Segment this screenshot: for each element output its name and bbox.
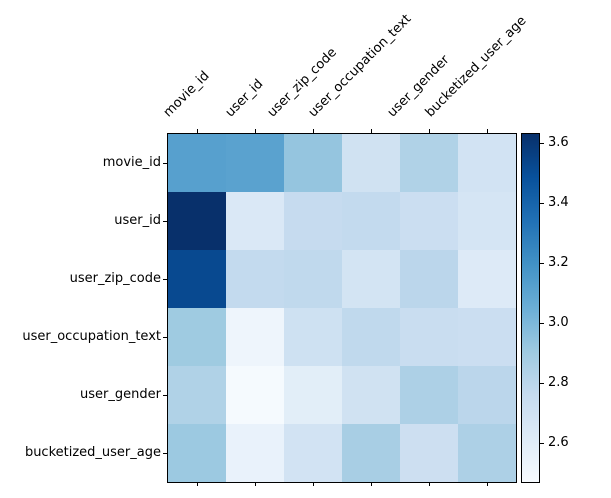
x-tick-label: user_id — [222, 76, 267, 121]
y-tick-label: user_occupation_text — [22, 329, 161, 344]
heatmap-cell — [284, 134, 342, 192]
heatmap-cell — [226, 250, 284, 308]
heatmap-cell — [400, 192, 458, 250]
y-axis-tick — [163, 395, 167, 396]
heatmap-plot-area — [167, 133, 517, 483]
heatmap-cells — [168, 134, 516, 482]
x-axis-bottom-tick — [255, 482, 256, 486]
colorbar — [521, 133, 540, 483]
heatmap-cell — [458, 366, 516, 424]
heatmap-cell — [226, 134, 284, 192]
heatmap-cell — [284, 192, 342, 250]
y-axis-tick — [163, 279, 167, 280]
x-axis-top-tick — [313, 129, 314, 133]
heatmap-cell — [168, 192, 226, 250]
colorbar-tick — [540, 203, 544, 204]
heatmap-cell — [342, 308, 400, 366]
colorbar-gradient — [522, 134, 539, 482]
y-axis-tick — [163, 453, 167, 454]
y-tick-label: user_gender — [80, 387, 161, 402]
x-axis-bottom-tick — [487, 482, 488, 486]
x-axis-top-tick — [371, 129, 372, 133]
heatmap-cell — [342, 366, 400, 424]
heatmap-cell — [168, 366, 226, 424]
x-axis-bottom-tick — [371, 482, 372, 486]
heatmap-cell — [342, 424, 400, 482]
colorbar-tick-label: 2.6 — [548, 435, 569, 450]
colorbar-tick — [540, 143, 544, 144]
heatmap-cell — [284, 424, 342, 482]
y-axis-tick — [163, 221, 167, 222]
colorbar-tick — [540, 263, 544, 264]
y-tick-label: bucketized_user_age — [24, 445, 161, 460]
colorbar-tick — [540, 323, 544, 324]
x-axis-top-tick — [429, 129, 430, 133]
x-tick-label: user_zip_code — [264, 45, 341, 121]
heatmap-cell — [226, 366, 284, 424]
colorbar-tick-label: 3.4 — [548, 195, 569, 210]
heatmap-cell — [458, 134, 516, 192]
heatmap-cell — [342, 192, 400, 250]
heatmap-cell — [400, 308, 458, 366]
heatmap-cell — [342, 134, 400, 192]
colorbar-tick-label: 3.6 — [548, 135, 569, 150]
heatmap-cell — [400, 366, 458, 424]
heatmap-cell — [226, 424, 284, 482]
x-axis-top-tick — [197, 129, 198, 133]
heatmap-cell — [226, 308, 284, 366]
heatmap-cell — [168, 134, 226, 192]
x-axis-top-tick — [487, 129, 488, 133]
colorbar-tick — [540, 443, 544, 444]
heatmap-cell — [168, 308, 226, 366]
x-axis-top-tick — [255, 129, 256, 133]
heatmap-cell — [284, 308, 342, 366]
heatmap-cell — [400, 134, 458, 192]
colorbar-tick-label: 3.2 — [548, 255, 569, 270]
heatmap-cell — [168, 250, 226, 308]
y-tick-label: movie_id — [102, 155, 161, 170]
y-axis-tick — [163, 163, 167, 164]
colorbar-tick-label: 2.8 — [548, 375, 569, 390]
heatmap-cell — [284, 366, 342, 424]
colorbar-tick — [540, 383, 544, 384]
x-axis-bottom-tick — [313, 482, 314, 486]
x-tick-label: movie_id — [160, 68, 213, 121]
heatmap-cell — [458, 192, 516, 250]
y-tick-label: user_id — [114, 213, 161, 228]
x-axis-bottom-tick — [197, 482, 198, 486]
heatmap-cell — [342, 250, 400, 308]
heatmap-cell — [458, 424, 516, 482]
x-axis-bottom-tick — [429, 482, 430, 486]
heatmap-cell — [458, 250, 516, 308]
heatmap-cell — [284, 250, 342, 308]
heatmap-cell — [400, 250, 458, 308]
y-axis-tick — [163, 337, 167, 338]
heatmap-cell — [226, 192, 284, 250]
y-tick-label: user_zip_code — [69, 271, 161, 286]
colorbar-tick-label: 3.0 — [548, 315, 569, 330]
heatmap-cell — [400, 424, 458, 482]
heatmap-cell — [458, 308, 516, 366]
heatmap-cell — [168, 424, 226, 482]
